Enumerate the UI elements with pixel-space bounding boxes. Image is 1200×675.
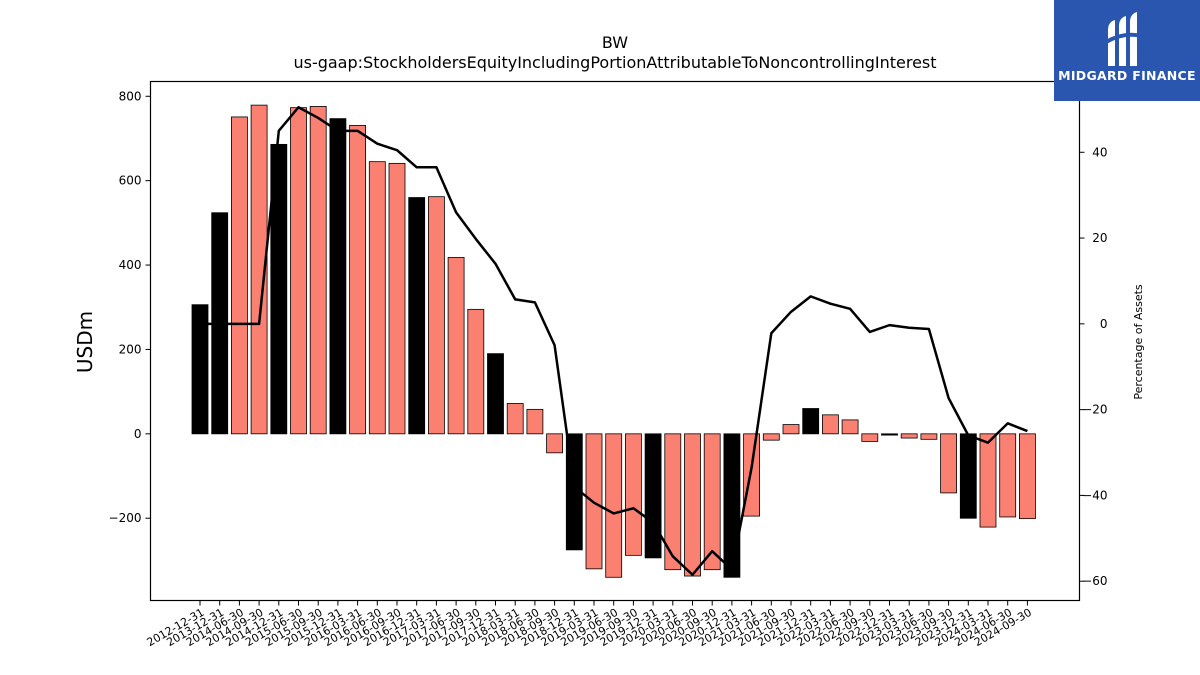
bar-2021-03-31 [743, 433, 760, 517]
y-tick-label: 400 [119, 258, 142, 272]
y-tick-label: 200 [119, 342, 142, 356]
bar-2019-06-30 [605, 433, 623, 578]
bar-2016-06-30 [368, 161, 386, 435]
bar-2020-09-30 [703, 433, 721, 571]
bar-2020-06-30 [684, 433, 701, 577]
y2-tick-label: 0 [1100, 317, 1108, 331]
bar-2014-09-30 [250, 104, 268, 435]
bar-2024-03-31 [979, 433, 997, 528]
bar-2016-09-30 [388, 162, 406, 435]
bar-2018-06-30 [526, 408, 544, 435]
y2-tick-label: 40 [1092, 145, 1107, 159]
y-tick-label: −200 [109, 511, 142, 525]
y-tick-label: 0 [134, 427, 142, 441]
bar-2016-03-31 [349, 124, 367, 435]
bar-2022-12-31 [881, 433, 898, 436]
y2-tick-label: 20 [1092, 231, 1107, 245]
y2-axis: 40 20 0 −20 −40 −60 [1079, 145, 1108, 588]
bar-2018-09-30 [546, 433, 563, 454]
bar-2018-03-31 [506, 403, 524, 435]
logo-text: MIDGARD FINANCE [1058, 68, 1196, 83]
y2-tick-label: −60 [1082, 574, 1107, 588]
logo: MIDGARD FINANCE [1054, 0, 1200, 101]
bar-2019-12-31 [644, 433, 662, 559]
bar-2015-12-31 [329, 118, 347, 435]
bar-2022-09-30 [861, 433, 879, 442]
y2-tick-label: −20 [1082, 403, 1107, 417]
bar-2020-03-31 [664, 433, 682, 571]
bar-2023-09-30 [940, 433, 957, 494]
bar-2014-06-30 [230, 116, 248, 435]
bar-2022-03-31 [822, 414, 839, 435]
bar-2017-06-30 [447, 257, 465, 435]
bar-2021-12-31 [802, 408, 820, 435]
plot-frame [149, 80, 1081, 602]
bar-series [191, 104, 1036, 578]
bar-2023-03-31 [900, 433, 918, 439]
bar-2021-09-30 [782, 424, 800, 435]
midgard-logo-icon [1105, 12, 1149, 66]
bar-2017-12-31 [487, 353, 504, 435]
chart-subtitle: us-gaap:StockholdersEquityIncludingPorti… [293, 53, 936, 72]
bar-2015-06-30 [290, 107, 307, 435]
bar-2015-09-30 [309, 106, 327, 435]
y-axis-label: USDm [73, 311, 97, 373]
percentage-line [200, 105, 1028, 577]
bar-2023-06-30 [920, 433, 938, 440]
x-axis: 2012-12-312013-12-312014-06-302014-09-30… [145, 600, 1034, 649]
y-tick-label: 600 [119, 174, 142, 188]
bar-2012-12-31 [191, 304, 209, 435]
line-series [200, 105, 1028, 577]
y-axis: 800 600 400 200 0 −200 [109, 89, 151, 525]
bar-2020-12-31 [723, 433, 741, 578]
bar-2024-06-30 [999, 433, 1017, 518]
bar-2024-09-30 [1019, 433, 1036, 520]
bar-2014-12-31 [270, 143, 288, 435]
bar-2017-03-31 [427, 196, 445, 435]
y2-axis-label: Percentage of Assets [1132, 284, 1145, 400]
bar-2016-12-31 [408, 197, 426, 435]
chart-title: BW [602, 33, 628, 52]
bar-2022-06-30 [841, 419, 859, 435]
bar-2023-12-31 [959, 433, 977, 519]
bar-2021-06-30 [762, 433, 780, 441]
bar-2019-09-30 [625, 433, 642, 556]
bar-2017-09-30 [467, 308, 485, 435]
y2-tick-label: −40 [1082, 488, 1107, 502]
y-tick-label: 800 [119, 89, 142, 103]
